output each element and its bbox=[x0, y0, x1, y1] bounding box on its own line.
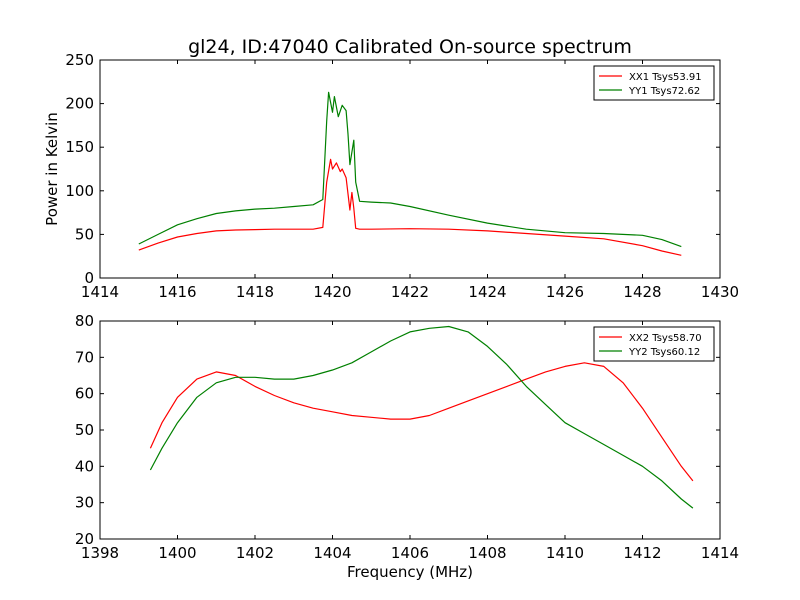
y-tick-label: 60 bbox=[75, 385, 94, 403]
x-tick-label: 1410 bbox=[546, 544, 584, 562]
x-axis-label: Frequency (MHz) bbox=[347, 563, 473, 581]
chart-title: gl24, ID:47040 Calibrated On-source spec… bbox=[188, 36, 632, 58]
legend: XX2 Tsys58.70 YY2 Tsys60.12 bbox=[593, 326, 715, 362]
x-tick-label: 1426 bbox=[546, 283, 584, 301]
bottom-spectrum-plot: 1398 1400 1402 1404 1406 1408 1410 1412 1414 20 30… bbox=[75, 312, 739, 562]
legend: XX1 Tsys53.91 YY1 Tsys72.62 bbox=[593, 65, 715, 101]
x-tick-label: 1398 bbox=[81, 544, 119, 562]
y-tick-label: 150 bbox=[65, 138, 94, 156]
x-tick-label: 1420 bbox=[313, 283, 351, 301]
x-tick-label: 1400 bbox=[158, 544, 196, 562]
x-tick-label: 1412 bbox=[623, 544, 661, 562]
y-tick-label: 70 bbox=[75, 348, 94, 366]
y-tick-label: 30 bbox=[75, 494, 94, 512]
x-tick-label: 1414 bbox=[701, 544, 739, 562]
series-line-1-0 bbox=[149, 362, 694, 482]
series-line-1-1 bbox=[149, 325, 694, 509]
legend-box bbox=[593, 65, 715, 101]
y-tick-label: 40 bbox=[75, 457, 94, 475]
x-tick-label: 1416 bbox=[158, 283, 196, 301]
y-tick-label: 200 bbox=[65, 95, 94, 113]
legend-entry: YY1 Tsys72.62 bbox=[628, 86, 700, 97]
x-tick-label: 1408 bbox=[468, 544, 506, 562]
y-axis-label: Power in Kelvin bbox=[43, 112, 61, 226]
top-spectrum-plot: 1414 1416 1418 1420 1422 1424 1426 1428 1430 0 50 1… bbox=[43, 51, 739, 301]
x-tick-label: 1428 bbox=[623, 283, 661, 301]
x-tick-label: 1430 bbox=[701, 283, 739, 301]
x-tick-label: 1424 bbox=[468, 283, 506, 301]
x-tick-label: 1404 bbox=[313, 544, 351, 562]
y-tick-label: 50 bbox=[75, 421, 94, 439]
x-tick-label: 1414 bbox=[81, 283, 119, 301]
legend-box bbox=[593, 326, 715, 362]
y-tick-label: 50 bbox=[75, 225, 94, 243]
y-tick-label: 250 bbox=[65, 51, 94, 69]
x-tick-label: 1422 bbox=[391, 283, 429, 301]
legend-entry: XX2 Tsys58.70 bbox=[629, 333, 702, 344]
y-tick-label: 100 bbox=[65, 182, 94, 200]
y-tick-label: 0 bbox=[84, 269, 94, 287]
series-line-0-0 bbox=[138, 158, 682, 256]
x-tick-label: 1406 bbox=[391, 544, 429, 562]
legend-entry: YY2 Tsys60.12 bbox=[628, 347, 700, 358]
y-tick-label: 80 bbox=[75, 312, 94, 330]
legend-entry: XX1 Tsys53.91 bbox=[629, 72, 702, 83]
x-tick-label: 1402 bbox=[236, 544, 274, 562]
series-line-0-1 bbox=[138, 91, 682, 248]
x-tick-label: 1418 bbox=[236, 283, 274, 301]
y-tick-label: 20 bbox=[75, 530, 94, 548]
